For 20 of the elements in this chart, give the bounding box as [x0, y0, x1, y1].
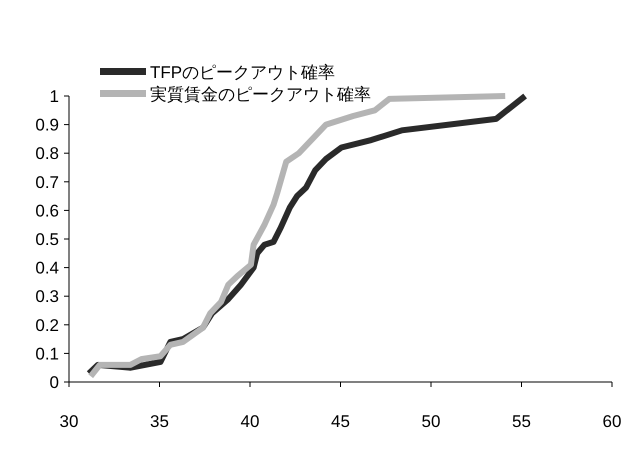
y-tick-label: 0.2 — [35, 316, 59, 335]
y-tick-label: 1 — [50, 87, 59, 106]
y-tick-label: 0.4 — [35, 258, 59, 278]
y-tick-label: 0.8 — [35, 144, 59, 164]
legend-label: TFPのピークアウト確率 — [150, 63, 336, 82]
y-tick-label: 0.6 — [35, 201, 59, 220]
x-tick-label: 35 — [150, 412, 169, 431]
x-tick-label: 45 — [331, 412, 350, 431]
x-tick-label: 40 — [240, 412, 260, 431]
y-tick-label: 0.3 — [35, 287, 59, 306]
y-tick-label: 0.9 — [35, 116, 59, 135]
y-tick-label: 0.5 — [35, 230, 59, 249]
y-tick-label: 0.7 — [35, 172, 59, 192]
x-tick-label: 60 — [602, 412, 622, 431]
x-tick-label: 50 — [422, 412, 440, 431]
x-tick-label: 55 — [512, 412, 531, 431]
y-tick-label: 0.1 — [35, 344, 59, 364]
y-tick-label: 0 — [50, 373, 59, 392]
x-tick-label: 30 — [60, 412, 78, 431]
legend-label: 実質賃金のピークアウト確率 — [150, 85, 371, 104]
